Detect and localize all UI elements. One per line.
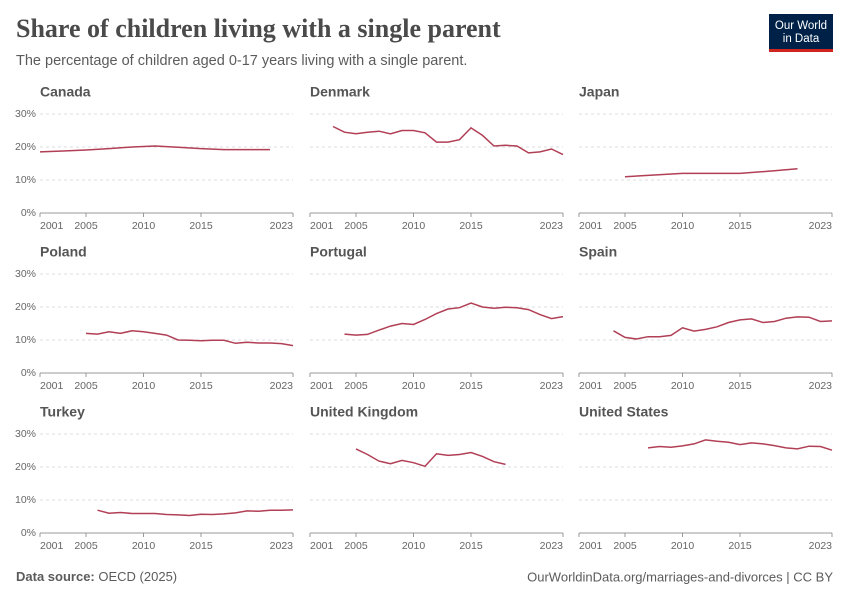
x-tick-label: 2001: [40, 380, 64, 392]
y-tick-label: 20%: [15, 141, 36, 153]
x-tick-label: 2005: [74, 380, 98, 392]
panel-title: Canada: [40, 84, 91, 100]
data-line: [647, 439, 833, 451]
logo-box: [769, 14, 833, 49]
x-tick-label: 2010: [402, 220, 426, 232]
y-tick-label: 10%: [15, 174, 36, 186]
data-line: [332, 125, 564, 156]
panel-title: Denmark: [310, 84, 370, 100]
x-tick-label: 2010: [132, 220, 156, 232]
x-tick-label: 2015: [189, 220, 213, 232]
panel-title: United Kingdom: [310, 404, 418, 420]
x-tick-label: 2001: [310, 220, 334, 232]
chart-title: Share of children living with a single p…: [16, 14, 501, 43]
x-tick-label: 2015: [728, 380, 752, 392]
x-tick-label: 2023: [540, 540, 564, 552]
x-tick-label: 2015: [459, 540, 483, 552]
y-tick-label: 0%: [21, 207, 36, 219]
data-line: [85, 330, 294, 347]
x-tick-label: 2005: [613, 540, 637, 552]
y-tick-label: 10%: [15, 334, 36, 346]
source: Data source: OECD (2025): [16, 569, 177, 584]
data-line: [97, 509, 294, 517]
x-tick-label: 2015: [728, 220, 752, 232]
x-tick-label: 2015: [459, 220, 483, 232]
x-tick-label: 2010: [132, 380, 156, 392]
panel-title: Japan: [579, 84, 619, 100]
x-tick-label: 2010: [132, 540, 156, 552]
x-tick-label: 2005: [344, 380, 368, 392]
panel-title: Turkey: [40, 404, 85, 420]
x-tick-label: 2015: [189, 540, 213, 552]
x-tick-label: 2023: [809, 540, 833, 552]
x-tick-label: 2005: [344, 220, 368, 232]
x-tick-label: 2001: [310, 540, 334, 552]
x-tick-label: 2023: [809, 220, 833, 232]
x-tick-label: 2001: [579, 540, 603, 552]
x-tick-label: 2001: [579, 220, 603, 232]
data-line: [624, 168, 798, 178]
x-tick-label: 2001: [310, 380, 334, 392]
x-tick-label: 2023: [540, 380, 564, 392]
x-tick-label: 2001: [40, 540, 64, 552]
y-tick-label: 10%: [15, 494, 36, 506]
data-line: [355, 448, 506, 468]
x-tick-label: 2001: [40, 220, 64, 232]
y-tick-label: 30%: [15, 268, 36, 280]
panel-title: United States: [579, 404, 669, 420]
y-tick-label: 0%: [21, 367, 36, 379]
x-tick-label: 2010: [671, 380, 695, 392]
panel-title: Poland: [40, 244, 87, 260]
x-tick-label: 2023: [270, 220, 294, 232]
x-tick-label: 2001: [579, 380, 603, 392]
logo: Our World in Data: [769, 14, 833, 52]
panel-title: Portugal: [310, 244, 367, 260]
x-tick-label: 2010: [671, 540, 695, 552]
x-tick-label: 2023: [809, 380, 833, 392]
x-tick-label: 2005: [74, 220, 98, 232]
source-label: Data source:: [16, 569, 95, 584]
data-line: [613, 316, 833, 340]
x-tick-label: 2005: [613, 380, 637, 392]
x-tick-label: 2023: [540, 220, 564, 232]
x-tick-label: 2010: [402, 380, 426, 392]
logo-stripe: [769, 49, 833, 52]
x-tick-label: 2005: [74, 540, 98, 552]
x-tick-label: 2010: [402, 540, 426, 552]
x-tick-label: 2010: [671, 220, 695, 232]
y-tick-label: 0%: [21, 527, 36, 539]
x-tick-label: 2015: [459, 380, 483, 392]
x-tick-label: 2005: [344, 540, 368, 552]
x-tick-label: 2015: [189, 380, 213, 392]
logo-text: in Data: [783, 33, 820, 45]
y-tick-label: 20%: [15, 301, 36, 313]
footer-url: OurWorldinData.org/marriages-and-divorce…: [527, 569, 833, 584]
x-tick-label: 2023: [270, 540, 294, 552]
logo-text: Our World: [775, 20, 827, 32]
y-tick-label: 30%: [15, 108, 36, 120]
y-tick-label: 30%: [15, 428, 36, 440]
x-tick-label: 2005: [613, 220, 637, 232]
x-tick-label: 2015: [728, 540, 752, 552]
y-tick-label: 20%: [15, 461, 36, 473]
x-tick-label: 2023: [270, 380, 294, 392]
chart-subtitle: The percentage of children aged 0-17 yea…: [16, 53, 467, 69]
source-text: OECD (2025): [98, 569, 177, 584]
data-line: [39, 145, 270, 153]
panel-title: Spain: [579, 244, 617, 260]
data-line: [344, 302, 564, 336]
